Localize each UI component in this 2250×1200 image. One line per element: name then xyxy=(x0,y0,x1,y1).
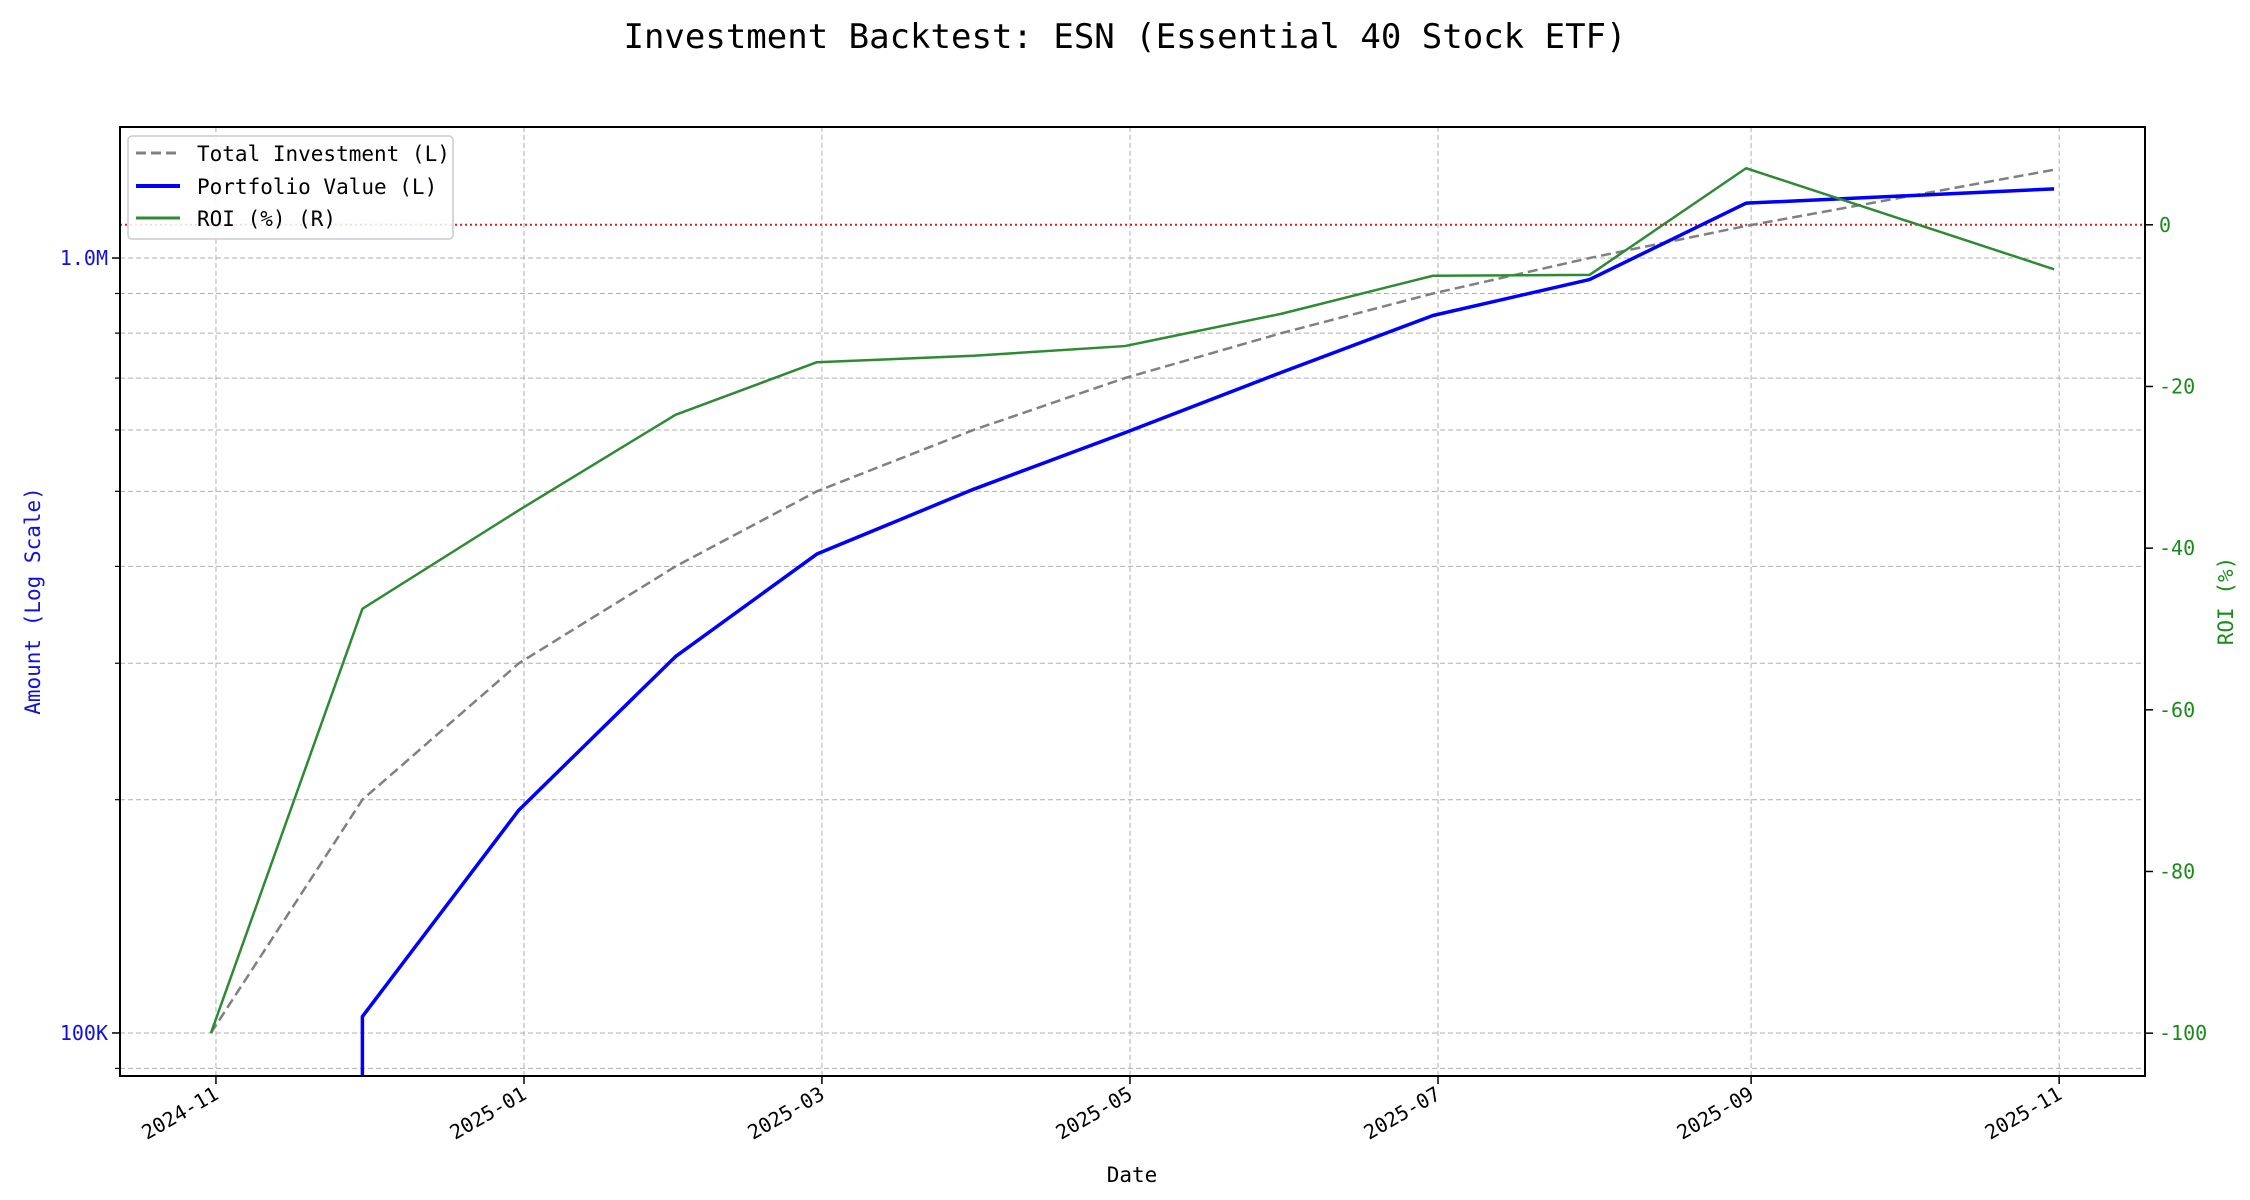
x-tick-label: 2025-01 xyxy=(445,1082,530,1145)
roi-line xyxy=(209,166,2055,1034)
y-axis-left-label: Amount (Log Scale) xyxy=(21,487,45,715)
x-tick-label: 2025-09 xyxy=(1673,1082,1758,1145)
x-tick-label: 2025-03 xyxy=(743,1082,828,1145)
y-left-tick-label: 100K xyxy=(60,1021,108,1045)
legend-label-roi: ROI (%) (R) xyxy=(197,207,336,231)
portfolio-value-line xyxy=(360,187,2055,1076)
x-axis: 2024-11 2025-01 2025-03 2025-05 2025-07 2025-… xyxy=(137,1076,2066,1145)
legend-label-total-investment: Total Investment (L) xyxy=(197,142,450,166)
y-axis-left: 100K 1.0M xyxy=(60,246,120,1070)
y-right-tick-label: -100 xyxy=(2159,1021,2207,1045)
y-axis-right-label: ROI (%) xyxy=(2214,557,2238,646)
y-right-tick-label: -80 xyxy=(2159,859,2195,883)
x-tick-label: 2025-07 xyxy=(1360,1082,1445,1145)
y-axis-right: 0 -20 -40 -60 -80 -100 xyxy=(2145,213,2207,1045)
x-axis-label: Date xyxy=(1107,1163,1158,1187)
series-group xyxy=(120,166,2145,1076)
y-right-tick-label: -60 xyxy=(2159,698,2195,722)
y-right-tick-label: -40 xyxy=(2159,536,2195,560)
plot-frame xyxy=(119,126,2146,1077)
x-tick-label: 2025-11 xyxy=(1981,1082,2066,1145)
legend-box xyxy=(127,135,454,240)
y-right-tick-label: 0 xyxy=(2159,213,2171,237)
x-tick-label: 2024-11 xyxy=(137,1082,222,1145)
legend-label-portfolio-value: Portfolio Value (L) xyxy=(197,175,437,199)
y-left-tick-label: 1.0M xyxy=(60,246,108,270)
y-right-tick-label: -20 xyxy=(2159,374,2195,398)
chart-title: Investment Backtest: ESN (Essential 40 S… xyxy=(623,17,1626,57)
x-tick-label: 2025-05 xyxy=(1051,1082,1136,1145)
total-investment-line xyxy=(209,168,2055,1034)
legend: Total Investment (L) Portfolio Value (L)… xyxy=(127,135,454,240)
